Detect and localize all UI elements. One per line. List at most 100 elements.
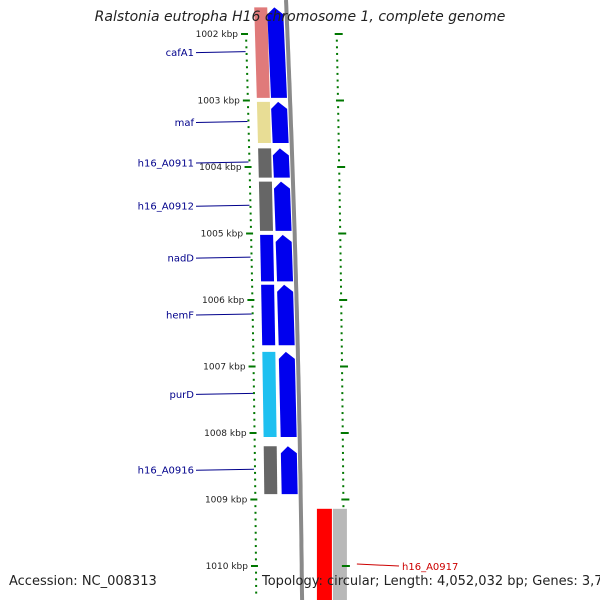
outer-scale-dot bbox=[337, 126, 340, 129]
label-leader-line bbox=[195, 392, 253, 395]
inner-scale-dot bbox=[252, 352, 255, 355]
gene-box[interactable] bbox=[261, 284, 276, 346]
cds-arrow[interactable] bbox=[275, 234, 294, 282]
outer-scale-dot bbox=[339, 259, 342, 262]
inner-scale-dot bbox=[248, 179, 251, 182]
inner-scale-dot bbox=[253, 465, 256, 468]
label-leader-line bbox=[195, 120, 248, 123]
inner-scale-dot bbox=[249, 185, 252, 188]
outer-scale-dot bbox=[336, 86, 339, 89]
outer-scale-dot bbox=[336, 59, 339, 62]
gene-purD[interactable] bbox=[262, 351, 297, 437]
gene-label[interactable]: nadD bbox=[167, 254, 194, 265]
gene-label[interactable]: h16_A0912 bbox=[138, 202, 194, 213]
inner-scale-dot bbox=[245, 59, 248, 62]
gene-box[interactable] bbox=[263, 446, 278, 495]
gene-label[interactable]: maf bbox=[175, 118, 195, 129]
gene-maf[interactable] bbox=[256, 101, 289, 144]
outer-scale-dot bbox=[338, 159, 341, 162]
outer-scale-dot bbox=[340, 305, 343, 308]
gene-h16_A0917[interactable] bbox=[316, 508, 347, 600]
inner-scale-dot bbox=[254, 545, 257, 548]
inner-scale-dot bbox=[253, 405, 256, 408]
gene-h16_A0916[interactable] bbox=[263, 446, 298, 495]
gene-box[interactable] bbox=[258, 148, 272, 178]
inner-scale-dot bbox=[254, 525, 257, 528]
gene-label[interactable]: h16_A0911 bbox=[138, 159, 194, 170]
outer-scale-dot bbox=[341, 451, 344, 454]
gene-label[interactable]: purD bbox=[170, 390, 195, 401]
gene-box[interactable] bbox=[258, 181, 274, 231]
cds-arrow[interactable] bbox=[267, 7, 287, 98]
backbone bbox=[284, 0, 305, 600]
inner-scale-dot bbox=[254, 491, 257, 494]
tick-label: 1007 kbp bbox=[203, 363, 246, 373]
outer-scale-dot bbox=[337, 139, 340, 142]
cds-arrow[interactable] bbox=[278, 351, 297, 437]
inner-scale-dot bbox=[254, 538, 257, 541]
cds-box[interactable] bbox=[332, 508, 347, 600]
gene-box[interactable] bbox=[254, 7, 270, 98]
outer-scale-dot bbox=[337, 119, 340, 122]
inner-scale-dot bbox=[250, 245, 253, 248]
inner-scale-dot bbox=[252, 378, 255, 381]
inner-scale-dot bbox=[250, 252, 253, 255]
cds-arrow[interactable] bbox=[277, 284, 295, 346]
outer-scale-dot bbox=[342, 471, 345, 474]
outer-scale-dot bbox=[341, 425, 344, 428]
cds-arrow[interactable] bbox=[272, 148, 290, 178]
outer-scale-dot bbox=[339, 272, 342, 275]
gene-box[interactable] bbox=[256, 101, 271, 144]
accession-text: Accession: NC_008313 bbox=[9, 574, 157, 589]
gene-box[interactable] bbox=[260, 234, 275, 282]
gene-label[interactable]: hemF bbox=[166, 310, 194, 321]
inner-scale-dot bbox=[250, 239, 253, 242]
outer-scale-dot bbox=[341, 372, 344, 375]
gene-hemF[interactable] bbox=[261, 284, 295, 346]
inner-scale-dot bbox=[246, 86, 249, 89]
outer-scale-dot bbox=[342, 485, 345, 488]
gene-label[interactable]: cafA1 bbox=[166, 48, 194, 59]
cds-arrow[interactable] bbox=[271, 101, 289, 144]
inner-scale-dot bbox=[253, 418, 256, 421]
gene-nadD[interactable] bbox=[260, 234, 294, 282]
inner-scale-dot bbox=[248, 172, 251, 175]
outer-scale-dot bbox=[338, 205, 341, 208]
inner-scale-dot bbox=[252, 385, 255, 388]
inner-scale-dot bbox=[252, 372, 255, 375]
outer-scale-dot bbox=[342, 465, 345, 468]
gene-label[interactable]: h16_A0917 bbox=[402, 562, 458, 573]
outer-scale-dot bbox=[340, 345, 343, 348]
topology-text: Topology: circular; Length: 4,052,032 bp… bbox=[262, 574, 600, 589]
inner-scale-dot bbox=[247, 119, 250, 122]
outer-scale-dot bbox=[339, 225, 342, 228]
gene-cafA1[interactable] bbox=[254, 7, 287, 98]
tick-label: 1006 kbp bbox=[202, 296, 245, 306]
outer-scale-dot bbox=[339, 239, 342, 242]
inner-scale-dot bbox=[246, 92, 249, 95]
outer-scale-dot bbox=[336, 72, 339, 75]
gene-box[interactable] bbox=[316, 508, 332, 600]
outer-scale-dot bbox=[340, 312, 343, 315]
cds-arrow[interactable] bbox=[273, 181, 292, 231]
outer-scale-dot bbox=[336, 79, 339, 82]
inner-scale-dot bbox=[253, 445, 256, 448]
gene-h16_A0912[interactable] bbox=[258, 181, 292, 231]
outer-scale-dot bbox=[340, 292, 343, 295]
outer-scale-dot bbox=[340, 338, 343, 341]
outer-scale-dot bbox=[339, 219, 342, 222]
outer-scale-dot bbox=[342, 491, 345, 494]
inner-scale-dot bbox=[246, 79, 249, 82]
gene-box[interactable] bbox=[262, 351, 277, 437]
cds-arrow[interactable] bbox=[280, 446, 298, 495]
label-leader-line bbox=[195, 313, 252, 316]
outer-scale-dot bbox=[338, 172, 341, 175]
tick-label: 1009 kbp bbox=[205, 496, 248, 506]
gene-label[interactable]: h16_A0916 bbox=[138, 466, 194, 477]
outer-scale-dot bbox=[340, 352, 343, 355]
gene-h16_A0911[interactable] bbox=[258, 148, 290, 178]
outer-scale-dot bbox=[341, 438, 344, 441]
inner-scale-dot bbox=[245, 66, 248, 69]
outer-scale-dot bbox=[341, 385, 344, 388]
